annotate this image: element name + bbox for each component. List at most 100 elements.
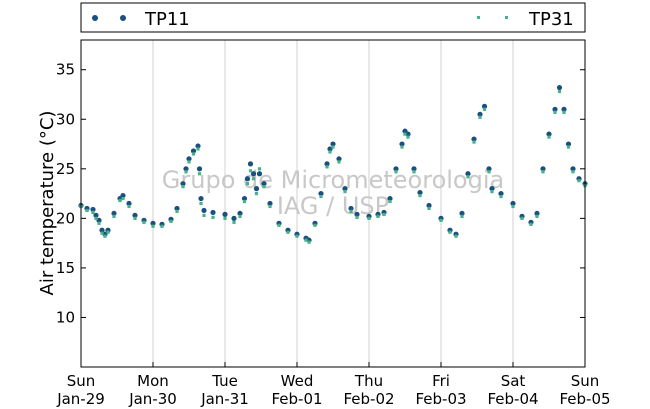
data-point-tp31 — [238, 214, 242, 218]
x-tick-label-day: Wed — [281, 372, 314, 390]
data-point-tp31 — [304, 238, 308, 242]
data-point-tp31 — [541, 170, 545, 174]
data-point-tp31 — [295, 234, 299, 238]
x-tick-label-day: Sun — [571, 372, 600, 390]
x-tick-label-day: Fri — [432, 372, 450, 390]
data-point-tp11 — [481, 103, 488, 109]
data-point-tp11 — [459, 210, 465, 217]
data-point-tp31 — [367, 216, 371, 220]
y-axis-title: Air temperature (°C) — [37, 111, 58, 296]
data-point-tp31 — [487, 170, 491, 174]
data-point-tp31 — [460, 214, 464, 218]
data-point-tp31 — [286, 230, 290, 234]
data-point-tp31 — [248, 169, 253, 173]
data-point-tp31 — [242, 199, 247, 204]
data-point-tp11 — [556, 84, 563, 91]
legend-marker-tp11 — [120, 15, 126, 21]
data-point-tp31 — [566, 145, 571, 149]
data-point-tp11 — [348, 205, 354, 212]
data-point-tp31 — [103, 234, 107, 238]
data-point-tp31 — [547, 135, 551, 139]
data-point-tp11 — [241, 195, 248, 202]
series-tp11 — [78, 84, 588, 243]
plot-frame — [80, 39, 586, 368]
x-tick-label-day: Thu — [354, 372, 383, 390]
data-point-tp31 — [511, 204, 515, 209]
data-point-tp11 — [210, 209, 216, 216]
data-point-tp31 — [562, 110, 566, 114]
y-axis: 10 15 20 25 30 35 — [56, 61, 585, 326]
data-point-tp31 — [376, 214, 380, 218]
legend-label-tp11: TP11 — [144, 9, 190, 30]
x-tick-label-day: Sat — [501, 372, 526, 390]
data-point-tp31 — [454, 234, 458, 238]
y-tick-label: 20 — [56, 209, 75, 227]
data-point-tp11 — [180, 181, 186, 187]
data-point-tp11 — [250, 171, 257, 177]
data-point-tp31 — [112, 214, 116, 218]
data-point-tp11 — [196, 166, 203, 172]
y-tick-label: 15 — [56, 259, 75, 277]
data-point-tp31 — [406, 135, 410, 139]
data-point-tp11 — [486, 166, 492, 172]
data-point-tp11 — [465, 171, 471, 177]
data-point-tp31 — [439, 218, 443, 222]
x-tick-label-day: Sun — [67, 372, 96, 390]
data-point-tp31 — [94, 216, 98, 220]
legend-marker-tp31 — [477, 16, 480, 19]
data-point-tp31 — [394, 170, 398, 174]
data-point-tp31 — [97, 221, 101, 225]
data-point-tp31 — [418, 193, 422, 198]
x-axis: SunJan-29MonJan-30TueJan-31WedFeb-01ThuF… — [56, 362, 611, 408]
x-tick-label-date: Feb-01 — [271, 390, 322, 408]
data-point-tp31 — [181, 185, 185, 189]
data-point-tp31 — [355, 215, 359, 219]
watermark-line-2: IAG / USP — [277, 192, 389, 220]
data-point-tp11 — [256, 171, 263, 177]
data-point-tp11 — [231, 215, 237, 221]
data-point-tp11 — [510, 200, 516, 207]
data-point-tp31 — [91, 210, 95, 215]
data-point-tp11 — [570, 166, 576, 172]
data-point-tp31 — [577, 179, 581, 183]
data-point-tp31 — [328, 150, 332, 154]
data-point-tp31 — [142, 220, 146, 224]
data-point-tp11 — [561, 106, 567, 112]
data-point-tp11 — [96, 217, 102, 223]
data-point-tp11 — [540, 166, 546, 172]
data-point-tp31 — [160, 224, 164, 228]
x-tick-label-day: Mon — [137, 372, 169, 390]
data-point-tp31 — [245, 182, 250, 186]
data-point-tp31 — [169, 219, 173, 223]
legend-frame — [80, 2, 586, 33]
data-point-tp11 — [327, 146, 333, 152]
data-point-tp11 — [126, 200, 132, 207]
data-point-tp11 — [342, 186, 348, 192]
data-point-tp11 — [489, 186, 495, 192]
data-point-tp11 — [198, 195, 204, 202]
legend-marker-tp11 — [92, 15, 98, 21]
data-point-tp31 — [490, 190, 494, 194]
data-point-tp31 — [100, 231, 104, 235]
data-point-tp11 — [426, 202, 432, 209]
data-point-tp31 — [349, 209, 353, 214]
data-point-tp31 — [257, 167, 262, 171]
data-point-tp11 — [150, 220, 156, 226]
data-point-tp11 — [253, 186, 260, 192]
data-point-tp11 — [405, 131, 411, 137]
data-point-tp31 — [331, 145, 335, 149]
data-point-tp31 — [535, 214, 539, 218]
data-point-tp11 — [399, 141, 405, 147]
data-point-tp31 — [197, 172, 202, 176]
data-point-tp31 — [175, 209, 179, 214]
data-point-tp11 — [498, 190, 504, 197]
data-point-tp31 — [557, 89, 562, 94]
data-point-tp11 — [93, 212, 99, 218]
data-point-tp31 — [211, 215, 215, 219]
data-point-tp31 — [262, 185, 266, 189]
data-point-tp11 — [324, 161, 330, 167]
data-point-tp31 — [106, 230, 110, 234]
data-point-tp11 — [552, 106, 558, 112]
data-point-tp31 — [325, 165, 329, 169]
x-tick-label-day: Tue — [211, 372, 238, 390]
